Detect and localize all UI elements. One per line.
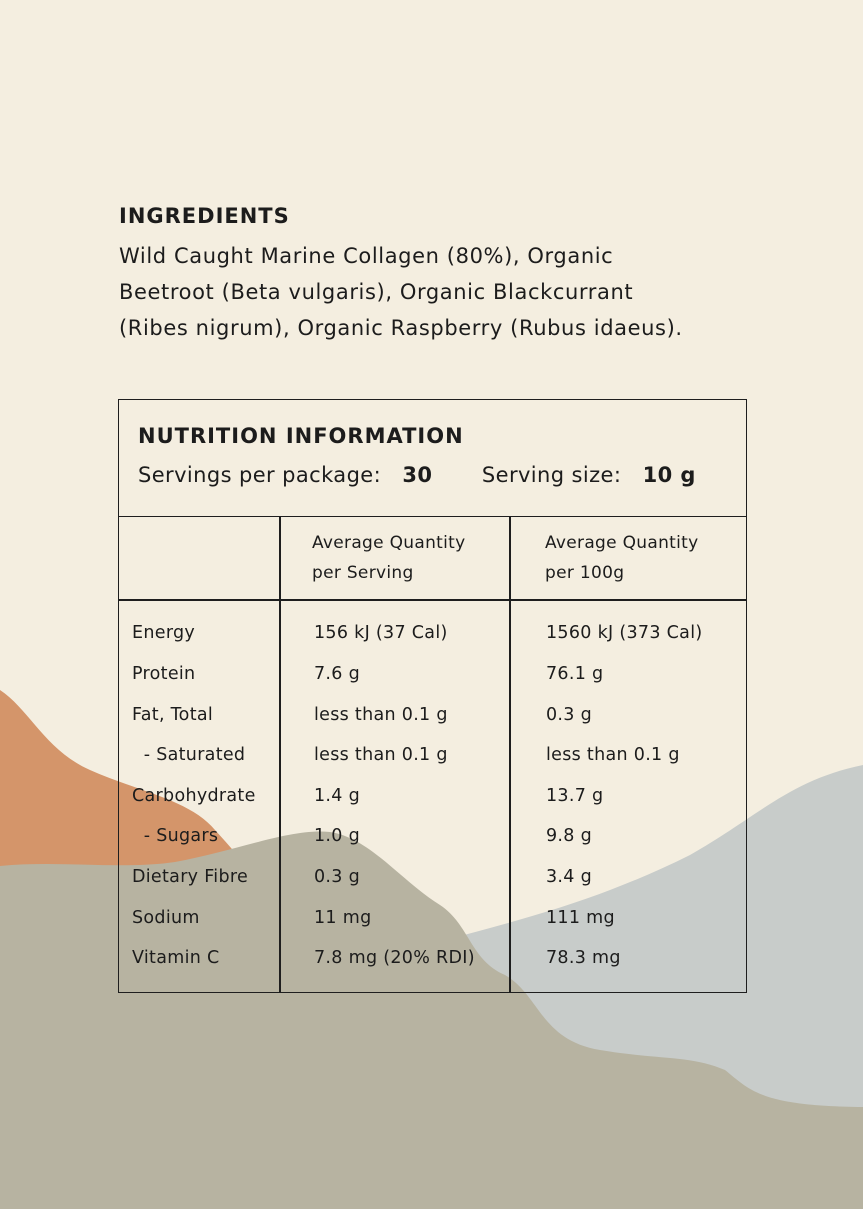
value-per-100g: 3.4 g — [546, 867, 593, 887]
table-row: - Sugars 1.0 g 9.8 g — [119, 826, 746, 866]
khaki-shape — [0, 831, 863, 1209]
nutrition-header: NUTRITION INFORMATION Servings per packa… — [119, 400, 746, 517]
nutrition-title: NUTRITION INFORMATION — [138, 424, 464, 448]
nutrient-name: - Saturated — [132, 745, 246, 765]
column-header-line: Average Quantity — [312, 533, 466, 553]
nutrient-name: Energy — [132, 623, 196, 643]
value-per-serving: 156 kJ (37 Cal) — [314, 623, 448, 643]
ingredients-section: INGREDIENTS Wild Caught Marine Collagen … — [119, 204, 779, 346]
table-row: Dietary Fibre 0.3 g 3.4 g — [119, 867, 746, 907]
column-header-line: per Serving — [312, 563, 414, 583]
value-per-100g: 1560 kJ (373 Cal) — [546, 623, 703, 643]
nutrient-name: Protein — [132, 664, 196, 684]
serving-size-value: 10 g — [642, 463, 696, 487]
servings-value: 30 — [402, 463, 433, 487]
value-per-100g: 76.1 g — [546, 664, 604, 684]
table-row: Protein 7.6 g 76.1 g — [119, 664, 746, 704]
header-divider — [119, 599, 746, 601]
value-per-100g: 9.8 g — [546, 826, 593, 846]
nutrient-name: Carbohydrate — [132, 786, 256, 806]
servings-line: Servings per package: 30 Serving size: 1… — [138, 463, 696, 487]
servings-label: Servings per package: — [138, 463, 382, 487]
value-per-100g: 111 mg — [546, 908, 615, 928]
column-header-100g: Average Quantity per 100g — [545, 528, 698, 588]
value-per-100g: 0.3 g — [546, 705, 593, 725]
value-per-serving: 11 mg — [314, 908, 372, 928]
value-per-serving: less than 0.1 g — [314, 705, 448, 725]
nutrition-panel: NUTRITION INFORMATION Servings per packa… — [118, 399, 747, 993]
table-row: Vitamin C 7.8 mg (20% RDI) 78.3 mg — [119, 948, 746, 988]
table-row: Sodium 11 mg 111 mg — [119, 908, 746, 948]
column-divider — [279, 516, 281, 992]
value-per-serving: 7.6 g — [314, 664, 361, 684]
value-per-serving: 1.0 g — [314, 826, 361, 846]
column-header-serving: Average Quantity per Serving — [312, 528, 465, 588]
ingredients-line: (Ribes nigrum), Organic Raspberry (Rubus… — [119, 316, 683, 340]
table-row: Carbohydrate 1.4 g 13.7 g — [119, 786, 746, 826]
column-divider — [509, 516, 511, 992]
table-row: - Saturated less than 0.1 g less than 0.… — [119, 745, 746, 785]
value-per-serving: less than 0.1 g — [314, 745, 448, 765]
serving-size-label: Serving size: — [481, 463, 622, 487]
ingredients-title: INGREDIENTS — [119, 204, 290, 228]
value-per-serving: 0.3 g — [314, 867, 361, 887]
value-per-100g: 13.7 g — [546, 786, 604, 806]
ingredients-line: Beetroot (Beta vulgaris), Organic Blackc… — [119, 280, 634, 304]
nutrient-name: Fat, Total — [132, 705, 214, 725]
value-per-100g: 78.3 mg — [546, 948, 621, 968]
value-per-serving: 7.8 mg (20% RDI) — [314, 948, 475, 968]
nutrient-name: Vitamin C — [132, 948, 220, 968]
ingredients-text: Wild Caught Marine Collagen (80%), Organ… — [119, 238, 779, 346]
column-header-line: per 100g — [545, 563, 625, 583]
nutrient-name: Sodium — [132, 908, 200, 928]
nutrient-name: Dietary Fibre — [132, 867, 249, 887]
table-row: Energy 156 kJ (37 Cal) 1560 kJ (373 Cal) — [119, 623, 746, 663]
value-per-100g: less than 0.1 g — [546, 745, 680, 765]
ingredients-line: Wild Caught Marine Collagen (80%), Organ… — [119, 244, 614, 268]
table-row: Fat, Total less than 0.1 g 0.3 g — [119, 705, 746, 745]
value-per-serving: 1.4 g — [314, 786, 361, 806]
orange-shape — [0, 690, 270, 900]
nutrient-name: - Sugars — [132, 826, 219, 846]
column-header-line: Average Quantity — [545, 533, 699, 553]
